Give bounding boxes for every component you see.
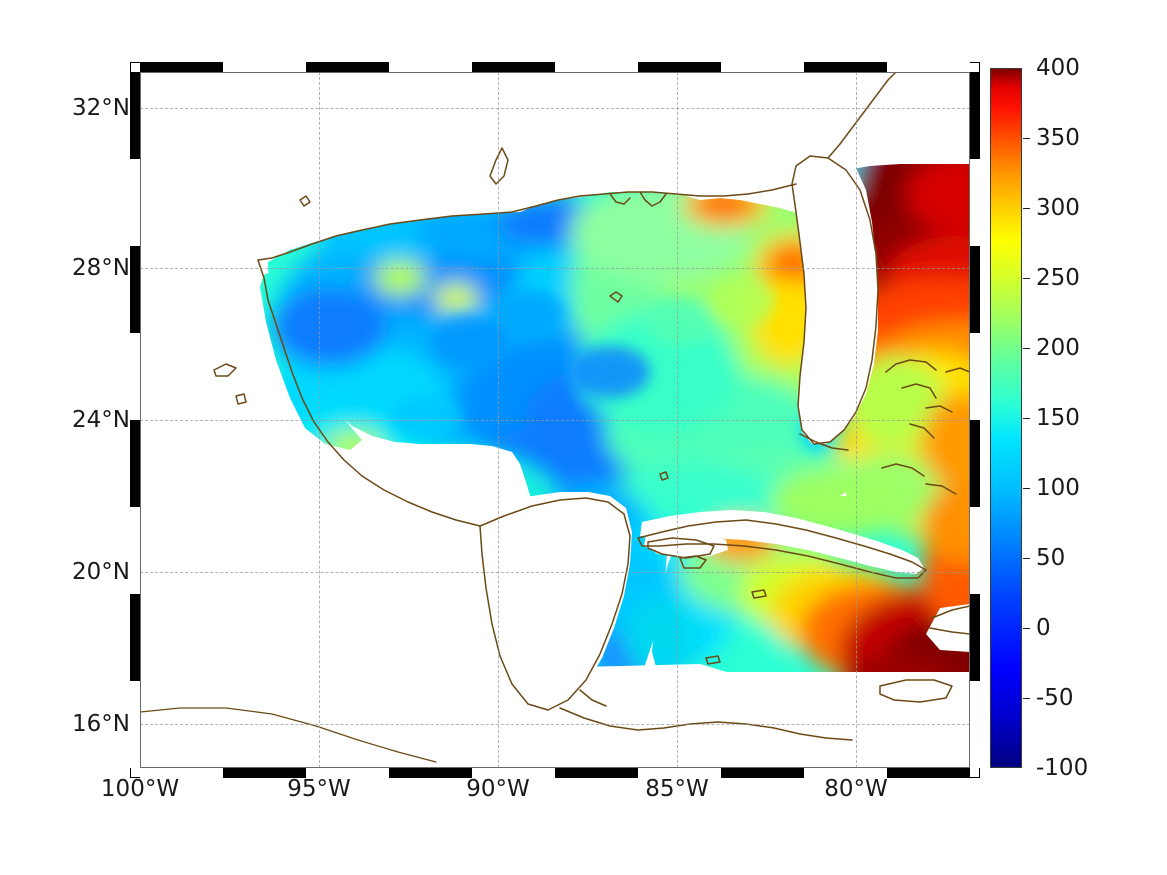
frame-checker-segment [306,62,389,72]
frame-checker-segment [970,246,980,333]
frame-checker-segment [130,507,140,594]
colorbar-tick-label: -100 [1036,755,1089,781]
frame-checker-segment [140,768,223,778]
colorbar-tick-label: 250 [1036,265,1080,291]
colorbar-tick-label: 200 [1036,335,1080,361]
colorbar-tick-label: 50 [1036,545,1066,571]
frame-checker-segment [887,768,970,778]
frame-checker-segment [555,768,638,778]
colorbar-tick-label: 150 [1036,405,1080,431]
frame-checker-segment [306,768,389,778]
frame-checker-segment [130,72,140,159]
colorbar-tick-mark [1023,278,1030,279]
frame-checker-segment [638,62,721,72]
x-tick-label: 85°W [645,776,709,802]
frame-checker-segment [721,768,804,778]
x-tick-label: 100°W [100,776,180,802]
map-panel[interactable] [130,62,980,778]
frame-checker-segment [130,681,140,768]
colorbar-tick-mark [1023,488,1030,489]
y-tick-label: 24°N [72,407,130,433]
frame-checker-segment [970,333,980,420]
frame-checker-segment [970,594,980,681]
colorbar-tick-mark [1023,418,1030,419]
frame-checker-segment [970,507,980,594]
scalar-field [140,72,970,768]
frame-checker-segment [472,768,555,778]
frame-checker-segment [472,62,555,72]
y-tick-label: 32°N [72,95,130,121]
frame-checker-segment [130,333,140,420]
colorbar-tick-label: -50 [1036,685,1074,711]
y-tick-label: 16°N [72,711,130,737]
frame-checker-segment [130,159,140,246]
frame-checker-segment [887,62,970,72]
colorbar-tick-label: 350 [1036,125,1080,151]
frame-checker-segment [389,62,472,72]
frame-checker-segment [223,768,306,778]
frame-checker-segment [970,72,980,159]
frame-checker-segment [970,159,980,246]
colorbar-tick-label: 100 [1036,475,1080,501]
map-canvas [140,72,970,768]
colorbar[interactable]: 400 350 300 250 200 150 100 50 0 -50 -100 [990,55,1088,781]
colorbar-tick-label: 400 [1036,55,1080,81]
colorbar-tick-mark [1023,138,1030,139]
colorbar-tick-label: 300 [1036,195,1080,221]
colorbar-gradient [990,68,1022,768]
y-tick-label: 20°N [72,559,130,585]
frame-checker-segment [140,62,223,72]
frame-checker-segment [130,246,140,333]
frame-checker-segment [804,62,887,72]
frame-checker-segment [223,62,306,72]
frame-checker-segment [721,62,804,72]
frame-checker-segment [389,768,472,778]
frame-checker-segment [804,768,887,778]
frame-checker-segment [638,768,721,778]
colorbar-tick-mark [1023,208,1030,209]
frame-checker-segment [555,62,638,72]
map-data-area[interactable] [140,72,970,768]
x-tick-label: 80°W [824,776,888,802]
x-tick-label: 90°W [466,776,530,802]
coastlines [140,72,970,763]
frame-checker-segment [970,681,980,768]
y-tick-label: 28°N [72,255,130,281]
x-tick-label: 95°W [287,776,351,802]
frame-checker-segment [130,594,140,681]
colorbar-tick-mark [1023,628,1030,629]
frame-checker-segment [970,420,980,507]
frame-checker-segment [130,420,140,507]
colorbar-tick-label: 0 [1036,615,1051,641]
colorbar-tick-mark [1023,558,1030,559]
colorbar-tick-mark [1023,348,1030,349]
colorbar-tick-mark [1023,698,1030,699]
